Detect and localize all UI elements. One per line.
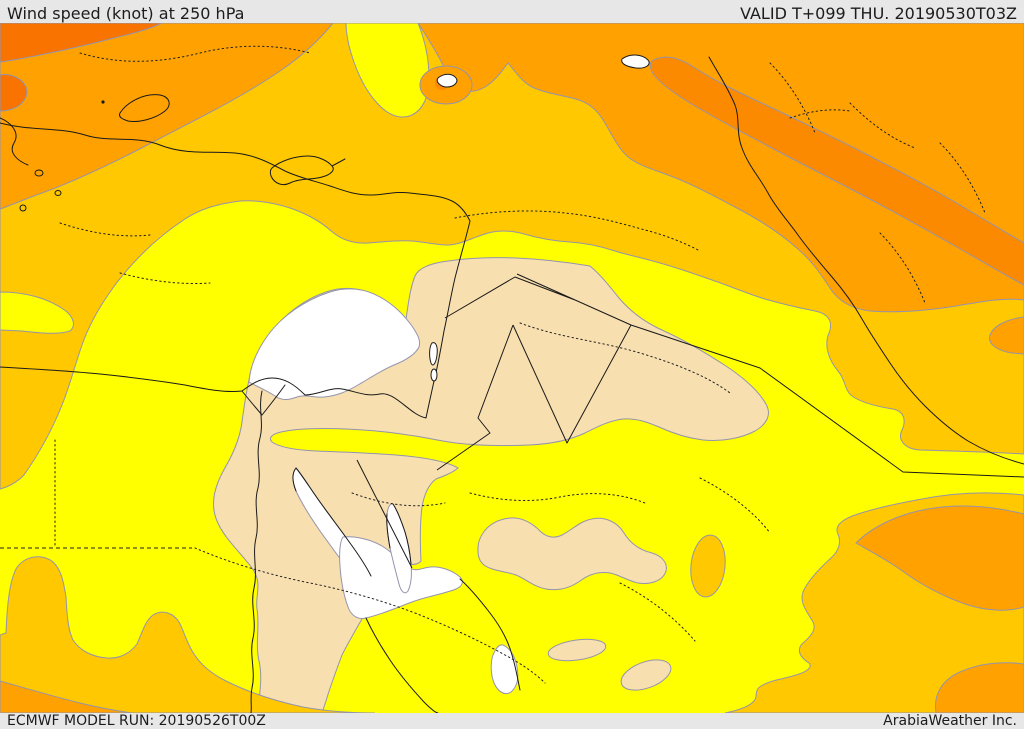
model-run-label: ECMWF MODEL RUN: 20190526T00Z <box>7 713 266 729</box>
contour-deep-orange-nw-corner <box>0 23 163 63</box>
contour-white-teardrop <box>490 644 519 695</box>
contour-dark-orange-stripe <box>649 56 1024 286</box>
page-title: Wind speed (knot) at 250 hPa <box>7 4 245 23</box>
header-bar: Wind speed (knot) at 250 hPa VALID T+099… <box>0 0 1024 23</box>
contour-band-cream-blob <box>477 517 667 591</box>
contour-orange-right-edge-blob <box>989 316 1024 355</box>
contour-orange-southeast-corner <box>934 662 1024 713</box>
contour-white-north <box>248 288 421 400</box>
contour-band-gold-lozenge <box>690 534 726 598</box>
contour-band-white-group <box>248 288 519 695</box>
political-borders <box>0 45 1024 684</box>
contour-band-cream-ellipse-1 <box>547 638 607 662</box>
contour-band-orange-north <box>417 23 1024 313</box>
contour-yellow-notch-top <box>345 23 430 118</box>
credit-label: ArabiaWeather Inc. <box>883 713 1017 729</box>
contour-orange-southwest-corner <box>0 680 133 713</box>
wind-speed-map <box>0 23 1024 713</box>
valid-time-label: VALID T+099 THU. 20190530T03Z <box>740 4 1017 23</box>
contour-band-gold-southwest <box>0 556 376 713</box>
coastlines <box>0 54 1024 713</box>
contour-deep-orange-nw-blob <box>0 74 28 112</box>
contour-yellow-notch-left <box>0 291 74 334</box>
contour-band-orange-northwest <box>0 23 334 210</box>
contour-orange-southeast-blob <box>855 505 1024 611</box>
footer-bar: ECMWF MODEL RUN: 20190526T00Z ArabiaWeat… <box>0 713 1024 729</box>
contour-band-cream-ellipse-2 <box>620 659 672 691</box>
map-canvas <box>0 23 1024 713</box>
